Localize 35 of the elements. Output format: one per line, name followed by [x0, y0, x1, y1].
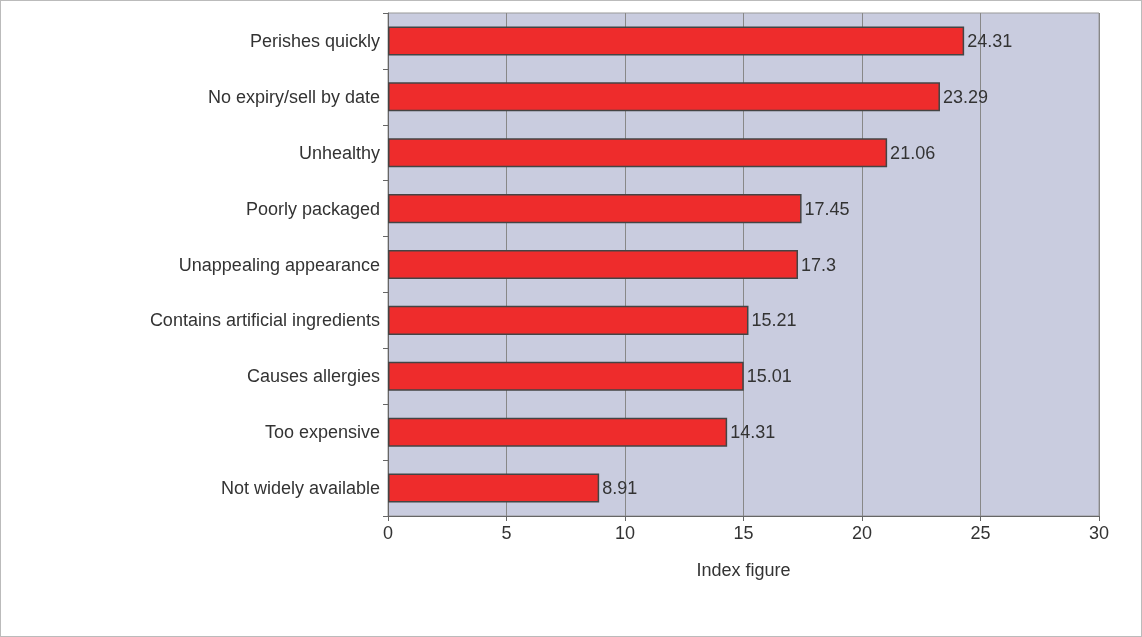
x-tick-label: 5: [501, 523, 512, 543]
x-tick-label: 25: [970, 523, 991, 543]
y-tick-label: Contains artificial ingredients: [149, 310, 380, 331]
x-tick-label: 0: [382, 523, 394, 543]
bar: [388, 249, 799, 280]
x-tick-label: 15: [733, 523, 754, 543]
bar: [388, 26, 965, 56]
data-label: 24.31: [967, 30, 1013, 51]
x-tick-label: 20: [851, 523, 873, 543]
y-tick-label: Causes allergies: [246, 366, 380, 387]
bar: [388, 194, 802, 224]
x-tick-label: 30: [1088, 523, 1110, 543]
bar: [388, 138, 888, 168]
bar: [388, 305, 749, 335]
bar: [388, 473, 600, 503]
x-tick-label: 10: [614, 523, 636, 543]
data-label: 15.01: [746, 366, 792, 387]
y-tick-label: No expiry/sell by date: [207, 86, 380, 107]
data-label: 8.91: [602, 478, 638, 499]
data-label: 23.29: [942, 86, 989, 107]
data-label: 14.31: [730, 422, 776, 443]
data-label: 17.45: [804, 198, 850, 219]
y-tick-label: Unhealthy: [298, 142, 380, 163]
y-tick-label: Unappealing appearance: [178, 254, 380, 275]
data-label: 15.21: [751, 310, 797, 331]
y-tick-label: Too expensive: [264, 422, 380, 443]
y-tick-label: Perishes quickly: [249, 30, 380, 51]
data-label: 21.06: [890, 142, 936, 163]
bar: [388, 417, 728, 447]
y-tick-label: Not widely available: [220, 478, 380, 499]
x-axis-title: Index figure: [696, 560, 791, 580]
bar: [388, 82, 940, 112]
data-label: 17.3: [801, 254, 837, 275]
y-tick-label: Poorly packaged: [245, 198, 380, 219]
bar: [388, 361, 744, 391]
